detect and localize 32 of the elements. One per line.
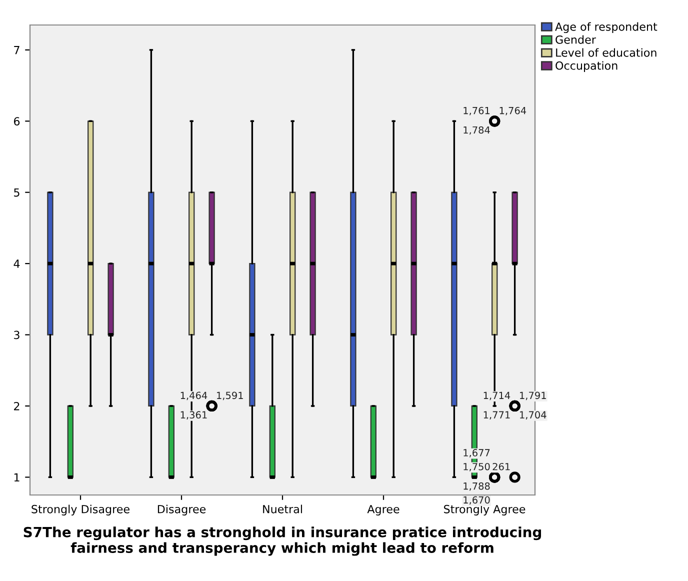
y-tick-label: 7 <box>14 46 20 54</box>
y-tick-label: 2 <box>14 402 20 410</box>
annotation: 261 <box>492 462 510 470</box>
annotation: 1,714 <box>484 392 510 400</box>
annotation: 1,764 <box>500 106 526 116</box>
annotation: 1,464 <box>180 392 208 400</box>
annotation: 1,677 <box>464 449 490 458</box>
annotation: 1,591 <box>217 392 243 400</box>
annotation: 1,791 <box>520 392 546 400</box>
x-tick-label: Agree <box>367 505 400 516</box>
y-tick-label: 6 <box>14 117 20 126</box>
y-tick-label: 4 <box>14 260 20 268</box>
x-tick-label: Disagree <box>158 504 206 516</box>
y-tick-label: 3 <box>14 330 20 340</box>
annotation: 1,771 <box>484 411 510 420</box>
x-axis-title: S7The regulator has a stronghold in insurance pratice introducing fairness and transperancy which might lead to reform <box>24 526 541 556</box>
legend-label: Occupation <box>556 61 618 72</box>
annotation: 1,788 <box>464 482 490 491</box>
annotation: 1,704 <box>520 411 546 420</box>
annotation: 1,361 <box>180 411 207 420</box>
y-tick-label: 5 <box>14 188 20 197</box>
y-tick-label: 1 <box>14 473 20 482</box>
x-tick-label: Strongly Disagree <box>32 504 130 516</box>
legend-label: Gender <box>556 35 596 44</box>
annotation: 1,750 <box>464 462 490 472</box>
x-tick-label: Strongly Agree <box>444 504 526 516</box>
x-tick-label: Nuetral <box>263 504 302 514</box>
annotation: 1,761 <box>464 106 490 116</box>
annotation: 1,784 <box>464 126 490 135</box>
legend-label: Level of education <box>556 48 656 57</box>
legend-label: Age of respondent <box>555 22 658 34</box>
text: 1,670 <box>464 496 490 505</box>
